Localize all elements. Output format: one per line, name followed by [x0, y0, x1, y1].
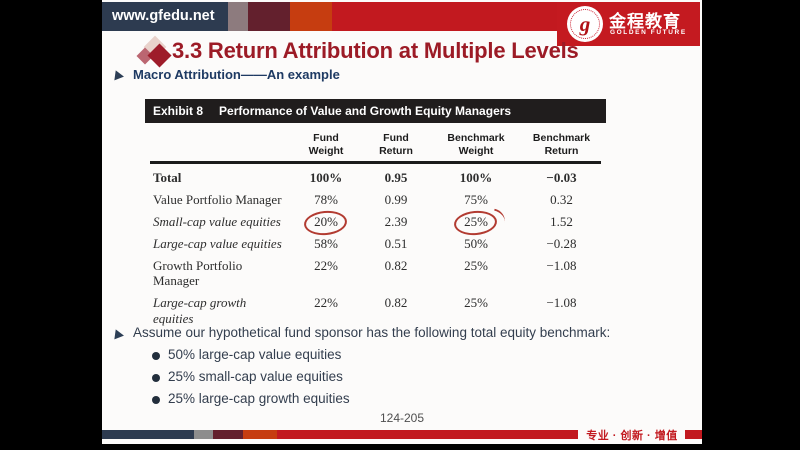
exhibit-label: Exhibit 8	[153, 104, 204, 118]
note-item: 25% large-cap growth equities	[168, 391, 350, 406]
column-header-fund-weight: Fund Weight	[308, 131, 344, 158]
brand-name-cn: 金程教育	[609, 12, 681, 31]
row-label: Large-cap growth equities	[153, 295, 247, 327]
table-row-value-manager: Value Portfolio Manager 78% 0.99 75% 0.3…	[145, 186, 606, 208]
cell: 2.39	[384, 213, 408, 229]
cell: −1.08	[546, 257, 577, 273]
red-circle-annotation: 20%	[314, 213, 338, 229]
cell: 25%	[464, 257, 488, 273]
footer-slogan: 专业 · 创新 · 增值	[586, 430, 678, 442]
seal-ring-icon	[570, 9, 600, 39]
column-header-fund-return: Fund Return	[379, 131, 413, 158]
header-bar-orange-segment	[290, 2, 332, 31]
cell: 0.99	[384, 191, 408, 207]
page-title: 3.3 Return Attribution at Multiple Level…	[172, 38, 579, 63]
exhibit-table: Exhibit 8 Performance of Value and Growt…	[145, 99, 606, 327]
cell: −0.03	[546, 169, 577, 185]
site-url: www.gfedu.net	[102, 2, 228, 31]
red-circle-annotation: 25%	[464, 213, 488, 229]
cell: 0.51	[384, 235, 408, 251]
cell: 22%	[314, 257, 338, 273]
cell: 0.32	[550, 191, 573, 207]
seal-icon: g	[567, 6, 603, 42]
table-row-total: Total 100% 0.95 100% −0.03	[145, 164, 606, 186]
row-label: Small-cap value equities	[153, 213, 281, 229]
cell: 25%	[464, 295, 488, 311]
note-item: 50% large-cap value equities	[168, 347, 342, 362]
brand-name-en: GOLDEN FUTURE	[610, 29, 687, 36]
cell: 0.82	[384, 295, 408, 311]
cell: 58%	[314, 235, 338, 251]
exhibit-header-bar: Exhibit 8 Performance of Value and Growt…	[145, 99, 606, 123]
bullet-dot-icon	[152, 374, 160, 382]
diamond-marker-icon	[136, 35, 172, 68]
cell: 50%	[464, 235, 488, 251]
row-label: Large-cap value equities	[153, 235, 282, 251]
footer-bar-maroon-segment	[213, 430, 243, 439]
bullet-dot-icon	[152, 396, 160, 404]
footer-bar-orange-segment	[243, 430, 277, 439]
table-row-large-cap-value: Large-cap value equities 58% 0.51 50% −0…	[145, 230, 606, 252]
footer-bar-red-block	[685, 430, 702, 439]
footer-bar-gray-segment	[194, 430, 213, 439]
cell: 78%	[314, 191, 338, 207]
cell: 0.82	[384, 257, 408, 273]
cell: 25%	[435, 214, 517, 230]
cell: 0.95	[384, 169, 408, 185]
column-header-benchmark-return: Benchmark Return	[532, 131, 591, 158]
row-label: Growth Portfolio Manager	[153, 257, 243, 289]
brand-logo: g 金程教育 GOLDEN FUTURE	[557, 2, 700, 46]
table-body: Total 100% 0.95 100% −0.03 Value Portfol…	[145, 164, 606, 327]
row-label: Value Portfolio Manager	[153, 191, 282, 207]
arrow-bullet-icon	[114, 329, 125, 341]
cell: 20%	[295, 214, 357, 230]
cell: −1.08	[546, 295, 577, 311]
column-header-benchmark-weight: Benchmark Weight	[447, 131, 505, 158]
page-number: 124-205	[379, 411, 425, 425]
cell: 22%	[314, 295, 338, 311]
footer-bar-red-segment	[277, 430, 578, 439]
header-bar-red-segment	[332, 2, 557, 31]
cell: 75%	[464, 191, 488, 207]
header-bar-maroon-segment	[248, 2, 290, 31]
slide: www.gfedu.net g 金程教育 GOLDEN FUTURE 3.3 R…	[102, 0, 702, 444]
table-row-growth-manager: Growth Portfolio Manager 22% 0.82 25% −1…	[145, 252, 606, 290]
row-label: Total	[153, 169, 182, 185]
cell: 100%	[459, 169, 493, 185]
table-header-row: Fund Weight Fund Return Benchmark Weight…	[145, 123, 606, 161]
note-intro: Assume our hypothetical fund sponsor has…	[133, 325, 611, 340]
exhibit-caption: Performance of Value and Growth Equity M…	[219, 104, 512, 118]
table-row-small-cap-value: Small-cap value equities 20% 2.39 25% 1.…	[145, 208, 606, 230]
cell: 100%	[309, 169, 343, 185]
arrow-bullet-icon	[114, 70, 125, 82]
bullet-dot-icon	[152, 352, 160, 360]
note-item: 25% small-cap value equities	[168, 369, 343, 384]
table-row-large-cap-growth: Large-cap growth equities 22% 0.82 25% −…	[145, 289, 606, 327]
subtitle: Macro Attribution——An example	[133, 67, 340, 82]
table-divider	[150, 161, 601, 164]
cell: 1.52	[550, 213, 573, 229]
cell: −0.28	[546, 235, 577, 251]
footer-bar-navy-segment	[102, 430, 194, 439]
header-bar-gray-segment	[228, 2, 248, 31]
